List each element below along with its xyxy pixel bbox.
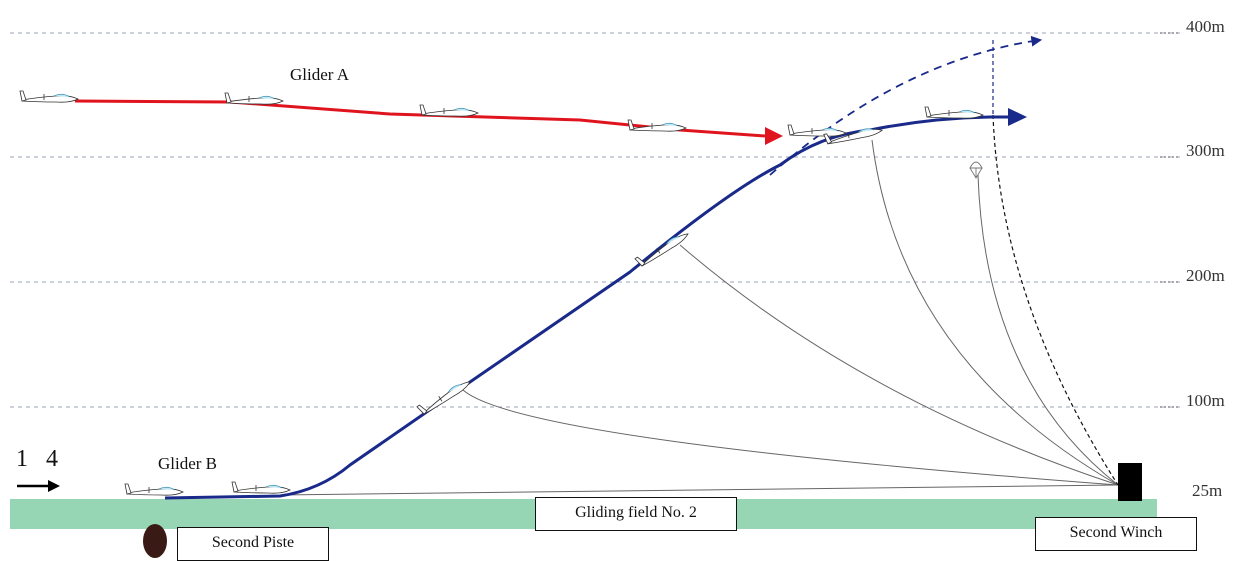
glider-icon [124,483,184,496]
winch-icon [1118,463,1142,501]
gliding-field-label: Gliding field No. 2 [535,497,737,531]
piste-marker-icon [143,524,167,558]
release-drop-line [992,114,1119,486]
tow-cable-300m [871,139,1119,486]
second-piste-label: Second Piste [177,527,329,561]
glider-icon [419,104,479,117]
parachute-icon [969,161,983,179]
glider-b-label: Glider B [158,454,217,473]
glider-b-path [164,115,1010,500]
glider-icon [924,106,984,119]
glider-icon [634,226,691,269]
tow-cables [279,139,1119,496]
altitude-grid-tails [1160,32,1180,408]
glider-a-path [74,99,766,138]
tow-cable-release [977,174,1119,486]
glider-a-label: Glider A [290,65,350,84]
glider-a-arrowhead [765,127,783,145]
altitude-label-25m: 25m [1192,481,1222,500]
altitude-label-100m: 100m [1186,391,1225,410]
altitude-grid [10,32,1180,408]
altitude-label-400m: 400m [1186,17,1225,36]
tow-cable-100m [462,389,1119,486]
glider-b-arrowhead [1008,108,1027,126]
glider-icon [787,124,847,137]
altitude-label-200m: 200m [1186,266,1225,285]
wind-arrow-icon [17,480,60,492]
glider-icon [19,90,79,103]
tow-cable-200m [679,244,1119,486]
tow-cable-ground [279,484,1119,496]
glider-icon [231,481,291,494]
glider-b-alt-path [769,35,1043,176]
runway-number: 1 4 [16,446,64,472]
second-winch-label: Second Winch [1035,517,1197,551]
glider-icon [416,374,473,417]
glider-icon [224,92,284,105]
altitude-label-300m: 300m [1186,141,1225,160]
